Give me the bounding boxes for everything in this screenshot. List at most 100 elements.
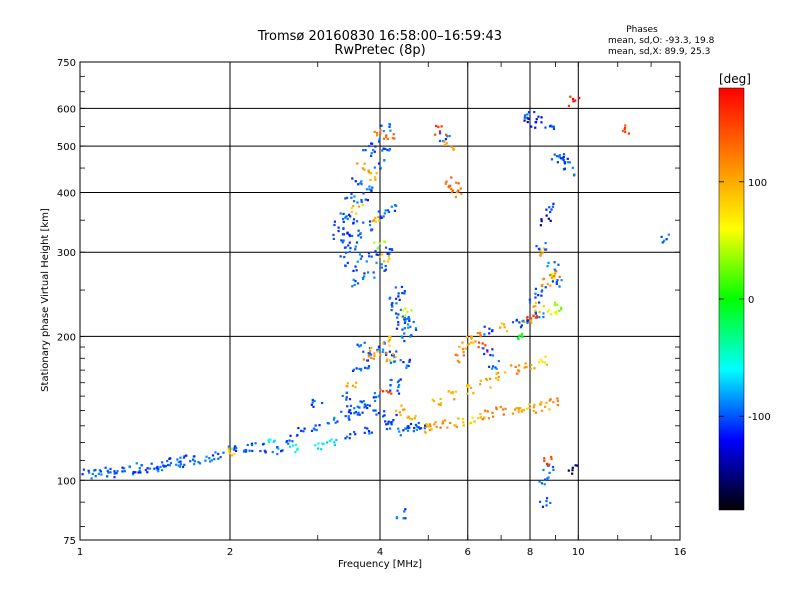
point-mark bbox=[113, 476, 116, 479]
point-mark bbox=[167, 463, 170, 467]
point-mark bbox=[377, 210, 380, 213]
point-mark bbox=[377, 162, 381, 165]
point-mark bbox=[388, 125, 391, 129]
data-point bbox=[340, 410, 351, 421]
data-point bbox=[350, 203, 364, 215]
data-point bbox=[362, 149, 376, 158]
point-mark bbox=[545, 401, 548, 404]
point-mark bbox=[81, 473, 84, 476]
x-tick-label: 8 bbox=[527, 547, 533, 558]
point-mark bbox=[547, 261, 550, 265]
point-mark bbox=[551, 277, 555, 280]
point-mark bbox=[250, 443, 254, 447]
data-point bbox=[406, 320, 418, 331]
point-mark bbox=[276, 452, 279, 456]
point-mark bbox=[401, 309, 404, 312]
point-mark bbox=[404, 427, 407, 430]
point-mark bbox=[481, 347, 484, 350]
point-mark bbox=[457, 417, 460, 420]
point-mark bbox=[363, 168, 366, 171]
point-mark bbox=[346, 232, 349, 235]
point-mark bbox=[362, 399, 365, 403]
point-mark bbox=[534, 126, 537, 129]
point-mark bbox=[374, 396, 378, 399]
point-mark bbox=[381, 350, 384, 354]
y-tick-label: 500 bbox=[57, 142, 76, 153]
data-point bbox=[444, 176, 453, 188]
point-mark bbox=[382, 240, 386, 243]
point-mark bbox=[404, 320, 407, 323]
point-mark bbox=[359, 369, 363, 372]
point-mark bbox=[341, 241, 344, 244]
data-point bbox=[351, 177, 363, 186]
point-mark bbox=[150, 462, 153, 465]
point-mark bbox=[378, 138, 381, 141]
data-point bbox=[362, 271, 376, 281]
point-mark bbox=[374, 399, 377, 403]
point-mark bbox=[559, 157, 563, 160]
point-mark bbox=[540, 252, 543, 255]
point-mark bbox=[382, 342, 385, 345]
point-mark bbox=[518, 370, 521, 373]
point-mark bbox=[544, 241, 547, 245]
data-point bbox=[204, 454, 215, 463]
point-mark bbox=[374, 216, 377, 220]
point-mark bbox=[549, 219, 552, 222]
point-mark bbox=[455, 190, 458, 194]
point-mark bbox=[477, 417, 480, 420]
point-mark bbox=[360, 180, 363, 183]
point-mark bbox=[397, 383, 401, 387]
point-mark bbox=[550, 455, 553, 459]
point-mark bbox=[384, 264, 387, 268]
point-mark bbox=[379, 353, 382, 356]
x-tick-labels: 1 2 4 6 8 10 16 bbox=[77, 547, 687, 558]
data-point bbox=[423, 423, 436, 434]
point-mark bbox=[261, 443, 265, 446]
data-point bbox=[378, 253, 391, 263]
point-mark bbox=[409, 335, 412, 338]
data-point bbox=[333, 220, 345, 233]
point-mark bbox=[333, 223, 336, 227]
point-mark bbox=[382, 147, 385, 150]
point-mark bbox=[313, 399, 316, 403]
point-mark bbox=[375, 172, 378, 175]
point-mark bbox=[230, 454, 234, 457]
point-mark bbox=[462, 354, 465, 357]
point-mark bbox=[451, 392, 454, 395]
point-mark bbox=[385, 427, 389, 431]
point-mark bbox=[521, 320, 524, 323]
data-point bbox=[373, 159, 386, 170]
point-mark bbox=[359, 400, 362, 403]
point-mark bbox=[552, 202, 555, 205]
data-point bbox=[367, 138, 381, 148]
point-mark bbox=[550, 458, 553, 461]
point-mark bbox=[106, 469, 109, 472]
point-mark bbox=[394, 355, 397, 358]
point-mark bbox=[389, 384, 392, 387]
point-mark bbox=[280, 450, 283, 453]
point-mark bbox=[357, 229, 360, 232]
point-mark bbox=[479, 416, 482, 419]
data-point bbox=[433, 124, 448, 136]
point-mark bbox=[486, 350, 489, 353]
point-mark bbox=[380, 124, 383, 127]
point-mark bbox=[445, 133, 448, 136]
point-mark bbox=[351, 177, 354, 180]
point-mark bbox=[159, 465, 162, 469]
point-mark bbox=[193, 460, 196, 463]
x-tick-label: 4 bbox=[377, 547, 383, 558]
point-mark bbox=[401, 328, 404, 331]
point-mark bbox=[348, 250, 351, 253]
point-mark bbox=[540, 289, 544, 292]
point-mark bbox=[532, 406, 535, 409]
point-mark bbox=[466, 385, 469, 388]
point-mark bbox=[204, 459, 207, 462]
point-mark bbox=[219, 456, 222, 459]
data-point bbox=[365, 185, 374, 193]
data-point bbox=[259, 442, 267, 454]
point-mark bbox=[437, 125, 440, 129]
data-point bbox=[385, 133, 396, 141]
point-mark bbox=[376, 247, 379, 250]
data-point bbox=[523, 362, 536, 370]
point-mark bbox=[356, 343, 359, 346]
